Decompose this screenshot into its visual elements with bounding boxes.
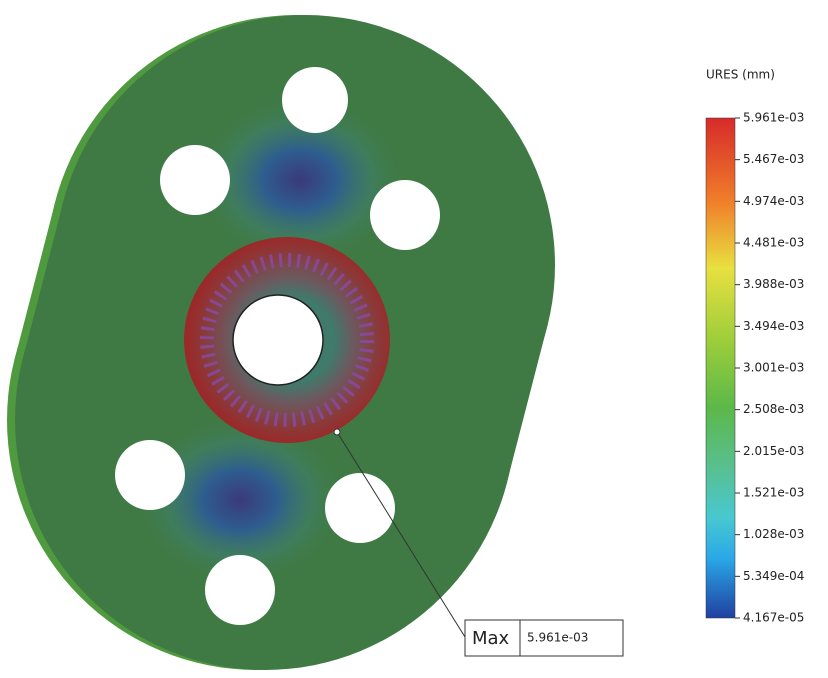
legend-title: URES (mm) bbox=[706, 68, 775, 82]
callout-label: Max bbox=[472, 628, 510, 649]
simulation-view: Max 5.961e-03 URES (mm) 5.961e-03 5.467e-… bbox=[0, 0, 828, 678]
legend-label: 4.167e-05 bbox=[743, 611, 804, 625]
legend-label: 2.508e-03 bbox=[743, 402, 804, 416]
callout: Max 5.961e-03 bbox=[465, 620, 623, 656]
legend-label: 3.988e-03 bbox=[743, 277, 804, 291]
legend-label: 5.349e-04 bbox=[743, 569, 804, 583]
legend-label: 5.467e-03 bbox=[743, 152, 804, 166]
legend-label: 3.001e-03 bbox=[743, 361, 804, 375]
legend-label: 4.481e-03 bbox=[743, 236, 804, 250]
legend-label: 1.028e-03 bbox=[743, 527, 804, 541]
callout-value: 5.961e-03 bbox=[527, 631, 588, 645]
callout-point bbox=[334, 429, 340, 435]
legend-label: 3.494e-03 bbox=[743, 319, 804, 333]
legend-colorbar bbox=[706, 118, 735, 618]
legend-label: 4.974e-03 bbox=[743, 194, 804, 208]
legend-label: 2.015e-03 bbox=[743, 444, 804, 458]
plate bbox=[7, 15, 555, 670]
legend-labels: 5.961e-03 5.467e-03 4.974e-03 4.481e-03 3.98… bbox=[735, 111, 804, 625]
legend-label: 1.521e-03 bbox=[743, 486, 804, 500]
legend-label: 5.961e-03 bbox=[743, 111, 804, 125]
